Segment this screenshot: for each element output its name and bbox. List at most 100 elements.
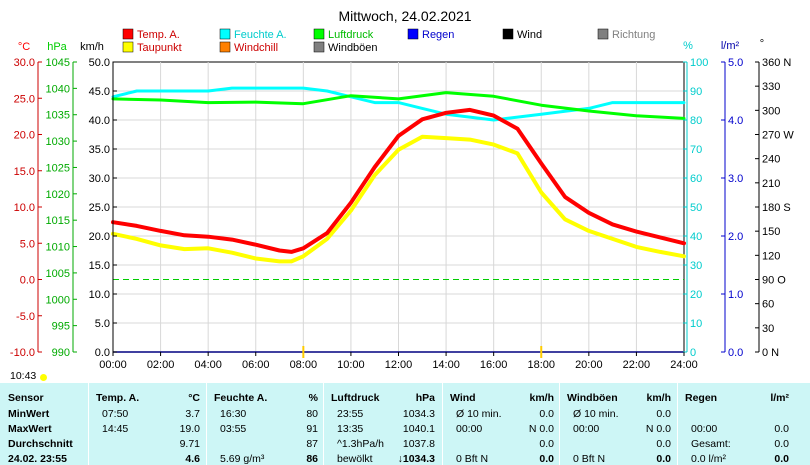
axis-tick-label-rain: 5.0	[728, 57, 743, 69]
axis-tick-label-direction: 300	[762, 105, 780, 117]
axis-tick-label-pressure: 1045	[46, 57, 70, 69]
row-label: MaxWert	[8, 423, 52, 435]
legend-swatch	[313, 41, 325, 53]
header-unit: °C	[188, 392, 200, 404]
axis-tick-label-humidity: 60	[690, 173, 702, 185]
legend-label: Regen	[422, 29, 454, 41]
axis-tick-label-wind: 35.0	[89, 144, 110, 156]
row-value: 19.0	[179, 423, 200, 435]
axis-tick-label-pressure: 1000	[46, 294, 70, 306]
header-label: Regen	[685, 392, 718, 404]
row-label: Durchschnitt	[8, 438, 73, 450]
axis-tick-label-pressure: 1030	[46, 136, 70, 148]
row-time: 07:50	[102, 408, 129, 420]
legend-label: Windchill	[234, 42, 278, 54]
axis-tick-label-rain: 1.0	[728, 289, 743, 301]
axis-tick-label-humidity: 40	[690, 231, 702, 243]
axis-tick-label-wind: 5.0	[95, 318, 110, 330]
row-value: 1037.8	[402, 438, 435, 450]
axis-tick-label-pressure: 1040	[46, 83, 70, 95]
legend-swatch	[122, 41, 134, 53]
axis-tick-label-wind: 25.0	[89, 202, 110, 214]
axis-unit-humidity: %	[683, 40, 693, 52]
table-divider	[677, 383, 678, 465]
axis-tick-label-wind: 40.0	[89, 115, 110, 127]
axis-unit-pressure: hPa	[47, 41, 67, 53]
axis-tick-label-pressure: 1025	[46, 162, 70, 174]
series-line-taupunkt	[111, 134, 686, 264]
axis-tick-label-direction: 330	[762, 81, 780, 93]
row-time: Ø 10 min.	[456, 408, 502, 420]
header-unit: km/h	[646, 392, 671, 404]
row-time: 0.0 l/m²	[691, 453, 727, 465]
header-unit: km/h	[529, 392, 554, 404]
axis-tick-label-direction: 240	[762, 154, 780, 166]
axis-tick-label-temp: 5.0	[20, 238, 35, 250]
axis-tick-label-direction: 90 O	[762, 275, 786, 287]
axis-tick-label-humidity: 30	[690, 260, 702, 272]
legend-label: Windböen	[328, 42, 378, 54]
axis-tick-label-humidity: 70	[690, 144, 702, 156]
now-dot-icon	[40, 374, 47, 381]
row-time: 0 Bft N	[456, 453, 489, 465]
row-time: 03:55	[220, 423, 247, 435]
row-value: 87	[306, 438, 318, 450]
table-divider	[442, 383, 443, 465]
axis-tick-label-pressure: 990	[52, 347, 70, 359]
axis-tick-label-temp: 20.0	[14, 130, 35, 142]
row-time: 23:55	[337, 408, 364, 420]
row-value: 0.0	[656, 438, 671, 450]
table-divider	[559, 383, 560, 465]
axis-tick-label-temp: 30.0	[14, 57, 35, 69]
row-value: 0.0	[774, 453, 789, 465]
axis-unit-wind: km/h	[80, 41, 104, 53]
axis-unit-rain: l/m²	[721, 40, 740, 52]
row-value: 1040.1	[402, 423, 435, 435]
axis-tick-label-wind: 50.0	[89, 57, 110, 69]
axis-tick-label-rain: 0.0	[728, 347, 743, 359]
axis-tick-label-wind: 10.0	[89, 289, 110, 301]
axis-tick-label-temp: 25.0	[14, 93, 35, 105]
row-time: 00:00	[691, 423, 718, 435]
row-value: 0.0	[774, 423, 789, 435]
row-value: N 0.0	[528, 423, 554, 435]
stats-table: Sensor Temp. A. °C Feuchte A.% Luftdruck hPa W…	[0, 383, 810, 465]
row-value: 0.0	[539, 408, 554, 420]
legend-label: Wind	[517, 29, 542, 41]
axis-tick-label-temp: -5.0	[16, 311, 35, 323]
axis-tick-label-pressure: 1015	[46, 215, 70, 227]
axis-tick-label-direction: 0 N	[762, 347, 779, 359]
legend-swatch	[219, 28, 231, 40]
axis-tick-label-wind: 0.0	[95, 347, 110, 359]
legend-swatch	[597, 28, 609, 40]
axis-tick-label-pressure: 1035	[46, 110, 70, 122]
row-time: 14:45	[102, 423, 129, 435]
chart-title: Mittwoch, 24.02.2021	[338, 8, 471, 24]
header-sensor: Sensor	[8, 392, 44, 404]
header-label: Wind	[450, 392, 476, 404]
header-unit: l/m²	[770, 392, 789, 404]
axis-tick-label-wind: 15.0	[89, 260, 110, 272]
row-time: ^1.3hPa/h	[337, 438, 384, 450]
row-time: 00:00	[456, 423, 483, 435]
weather-chart: Mittwoch, 24.02.2021 Temp. A. Feuchte A. L…	[10, 8, 794, 376]
axis-tick-label-humidity: 100	[690, 57, 708, 69]
row-value: 4.6	[185, 453, 200, 465]
axis-tick-label-direction: 360 N	[762, 57, 791, 69]
axis-tick-label-direction: 270 W	[762, 130, 794, 142]
row-label: MinWert	[8, 408, 50, 420]
row-value: ↓1034.3	[397, 453, 435, 465]
legend-swatch	[502, 28, 514, 40]
axis-tick-label-humidity: 0	[690, 347, 696, 359]
table-divider	[88, 383, 89, 465]
row-value: 0.0	[656, 453, 671, 465]
row-value: N 0.0	[645, 423, 671, 435]
series-line-temp-a-	[111, 107, 686, 254]
legend-swatch	[313, 28, 325, 40]
y-axes: 30.0 25.0 20.0 15.0 10.0 5.0 0.0 -5.0 -10.0 1045 1…	[10, 57, 794, 359]
axis-tick-label-direction: 120	[762, 250, 780, 262]
axis-tick-label-humidity: 20	[690, 289, 702, 301]
axis-tick-label-rain: 4.0	[728, 115, 743, 127]
row-time: 00:00	[573, 423, 600, 435]
legend-swatch	[122, 28, 134, 40]
